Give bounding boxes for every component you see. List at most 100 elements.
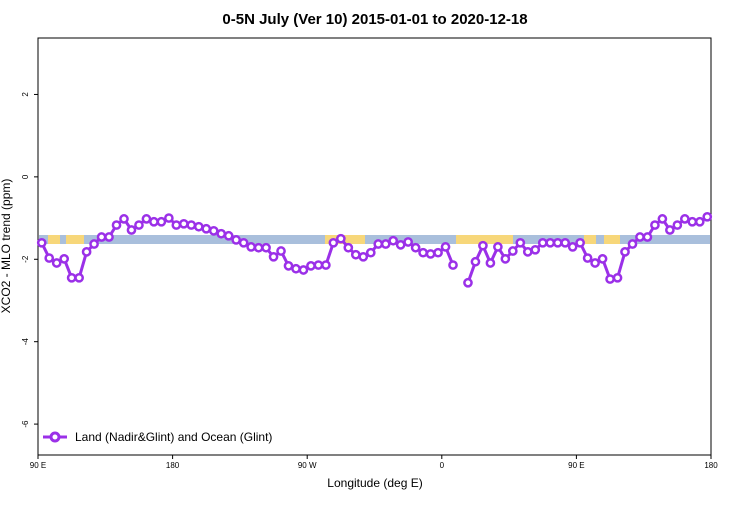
land-band: [456, 235, 513, 244]
data-point: [164, 213, 174, 223]
x-tick-label: 180: [704, 461, 718, 470]
legend-marker: [49, 431, 61, 443]
data-point: [395, 240, 406, 250]
data-point: [380, 239, 391, 249]
data-point: [635, 232, 645, 242]
data-point: [418, 247, 428, 258]
x-tick-label: 90 W: [298, 461, 317, 470]
data-point: [261, 242, 271, 253]
x-tick-label: 0: [440, 461, 445, 470]
data-point: [440, 242, 451, 252]
data-point: [283, 261, 294, 271]
data-point: [156, 216, 167, 227]
data-point: [687, 216, 698, 227]
data-point: [208, 225, 219, 236]
data-point: [81, 247, 92, 257]
data-point: [425, 249, 436, 259]
x-tick-label: 180: [166, 461, 180, 470]
data-point: [36, 237, 47, 248]
data-point: [410, 242, 421, 253]
data-point: [403, 237, 413, 247]
data-point: [104, 232, 114, 242]
data-point: [373, 239, 384, 249]
data-point: [485, 258, 496, 268]
data-point: [627, 239, 638, 249]
data-point: [493, 242, 503, 252]
data-point: [575, 237, 585, 248]
legend: Land (Nadir&Glint) and Ocean (Glint): [43, 430, 272, 444]
data-point: [74, 272, 84, 283]
data-point: [657, 214, 668, 224]
data-point: [665, 225, 675, 235]
data-point: [313, 260, 324, 270]
data-point: [223, 230, 234, 241]
data-point: [321, 260, 331, 270]
data-point: [141, 214, 152, 224]
data-point: [276, 246, 286, 256]
data-point: [216, 228, 227, 239]
data-point: [522, 247, 533, 257]
data-point: [567, 242, 578, 252]
data-point: [306, 261, 316, 271]
data-point: [238, 237, 249, 248]
data-point: [119, 214, 129, 224]
data-point: [59, 254, 70, 264]
legend-label: Land (Nadir&Glint) and Ocean (Glint): [75, 430, 272, 444]
data-point: [582, 253, 593, 263]
land-band: [604, 235, 620, 244]
data-point: [253, 242, 264, 253]
data-point: [134, 220, 144, 230]
data-point: [328, 237, 339, 248]
data-point: [552, 237, 563, 248]
data-point: [560, 237, 571, 248]
data-point: [291, 263, 301, 274]
data-point: [388, 235, 399, 246]
x-tick-label: 90 E: [568, 461, 584, 470]
land-band: [66, 235, 84, 244]
data-point: [650, 220, 660, 230]
x-axis-label: Longitude (deg E): [327, 476, 422, 490]
data-point: [679, 214, 690, 224]
data-point: [126, 225, 137, 235]
data-point: [642, 232, 653, 242]
chart-title: 0-5N July (Ver 10) 2015-01-01 to 2020-12…: [222, 11, 527, 28]
y-tick-label: 2: [21, 92, 30, 97]
data-point: [545, 237, 556, 248]
data-point: [66, 272, 77, 283]
data-point: [470, 256, 481, 267]
data-point: [702, 211, 713, 222]
data-point: [612, 272, 623, 283]
data-point: [694, 216, 705, 227]
data-point: [201, 223, 212, 234]
data-point: [672, 220, 683, 230]
data-point: [149, 216, 159, 227]
data-point: [96, 232, 107, 242]
data-point: [358, 251, 369, 262]
data-point: [605, 274, 615, 284]
data-point: [343, 242, 354, 253]
plot-frame: [37, 37, 712, 456]
data-point: [590, 258, 600, 268]
data-point: [507, 246, 518, 256]
y-tick-label: 0: [21, 174, 30, 179]
data-point: [171, 220, 182, 230]
x-tick-label: 90 E: [30, 461, 46, 470]
y-tick-label: -6: [21, 420, 30, 428]
data-point: [193, 221, 204, 232]
data-point: [44, 253, 55, 263]
data-point: [537, 237, 548, 248]
data-point: [365, 247, 376, 258]
data-point: [620, 247, 630, 257]
data-point: [178, 218, 189, 229]
data-point: [111, 220, 122, 230]
data-point: [463, 277, 473, 288]
data-point: [433, 247, 443, 258]
data-point: [268, 251, 279, 262]
data-point: [478, 240, 488, 251]
y-tick-label: -2: [21, 255, 30, 263]
data-point: [51, 258, 62, 268]
land-band: [48, 235, 60, 244]
data-point: [298, 265, 309, 275]
data-point: [350, 249, 361, 260]
data-point: [89, 239, 99, 249]
